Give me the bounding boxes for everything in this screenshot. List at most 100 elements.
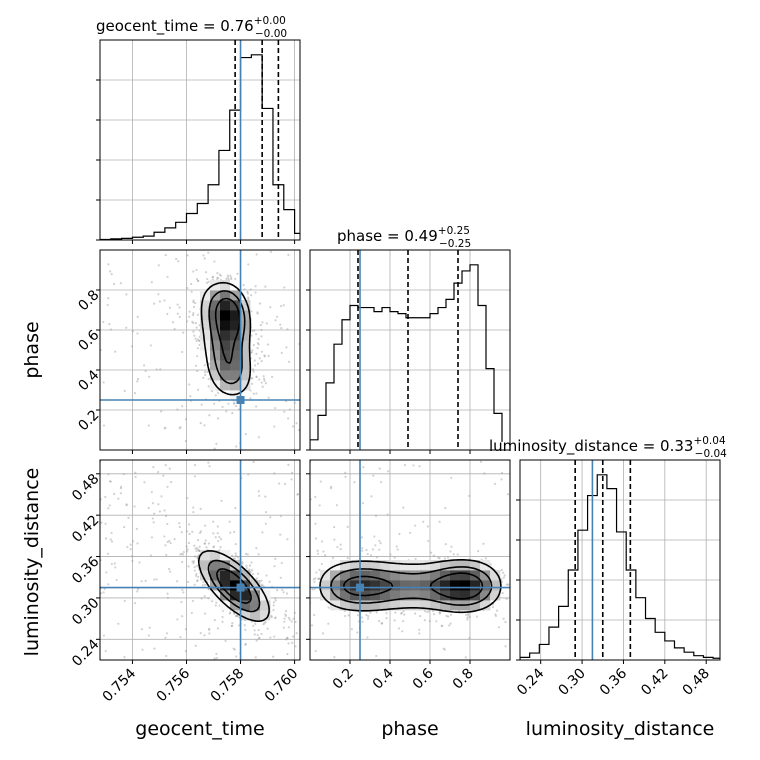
density-cell — [420, 560, 431, 571]
sample-point — [273, 635, 276, 638]
sample-point — [385, 617, 388, 620]
sample-point — [373, 535, 376, 538]
sample-point — [136, 590, 139, 593]
density-cell — [230, 280, 241, 291]
sample-point — [151, 517, 154, 520]
sample-point — [125, 503, 128, 506]
sample-point — [202, 254, 205, 257]
sample-point — [255, 405, 258, 408]
sample-point — [375, 654, 378, 658]
sample-point — [205, 546, 208, 549]
sample-point — [171, 321, 175, 324]
sample-point — [106, 303, 109, 307]
density-cell — [200, 330, 211, 341]
sample-point — [181, 350, 184, 354]
sample-point — [260, 632, 263, 636]
sample-point — [194, 574, 198, 577]
density-cell — [430, 590, 441, 601]
x-axis-label-luminosity-distance: luminosity_distance — [526, 718, 715, 740]
sample-point — [245, 564, 248, 567]
sample-point — [234, 404, 238, 408]
density-cell — [230, 560, 241, 571]
sample-point — [110, 562, 113, 566]
sample-point — [153, 302, 156, 305]
sample-point — [314, 537, 318, 540]
sample-point — [380, 480, 383, 484]
sample-point — [216, 417, 220, 420]
sample-point — [167, 567, 171, 571]
panel-frame — [99, 249, 301, 451]
sample-point — [293, 401, 296, 404]
density-cell — [240, 340, 251, 351]
sample-point — [234, 614, 238, 618]
sample-point — [468, 636, 471, 640]
sample-point — [250, 569, 254, 572]
sample-point — [136, 315, 139, 318]
sample-point — [259, 323, 263, 327]
sample-point — [246, 292, 249, 295]
density-cell — [460, 580, 471, 591]
sample-point — [315, 571, 318, 574]
sample-point — [280, 326, 283, 330]
density-cell — [390, 600, 401, 611]
density-cell — [350, 600, 361, 611]
sample-point — [187, 315, 191, 318]
sample-point — [196, 313, 200, 316]
sample-point — [347, 614, 350, 617]
x-tick-label: 0.6 — [410, 665, 437, 692]
sample-point — [150, 491, 153, 494]
sample-point — [254, 364, 257, 367]
sample-point — [317, 577, 320, 580]
sample-point — [207, 542, 211, 545]
sample-point — [131, 559, 134, 563]
sample-point — [144, 579, 147, 582]
sample-point — [180, 531, 183, 534]
sample-point — [258, 302, 262, 305]
sample-point — [287, 642, 290, 645]
density-cell — [210, 300, 221, 311]
sample-point — [192, 312, 195, 315]
sample-point — [109, 538, 112, 541]
panel-frame — [309, 459, 511, 661]
sample-point — [203, 424, 206, 427]
sample-point — [162, 474, 165, 477]
sample-point — [442, 647, 445, 650]
sample-point — [192, 270, 195, 273]
sample-point — [105, 571, 108, 574]
sample-point — [439, 611, 442, 614]
sample-point — [260, 328, 263, 331]
sample-point — [426, 610, 429, 614]
sample-point — [443, 648, 446, 651]
sample-point — [207, 461, 210, 464]
sample-point — [243, 624, 246, 627]
sample-point — [293, 611, 296, 614]
sample-point — [236, 556, 240, 559]
sample-point — [143, 481, 146, 484]
density-cell — [420, 590, 431, 601]
density-cell — [230, 590, 241, 601]
sample-point — [250, 351, 253, 354]
sample-point — [318, 568, 321, 571]
sample-point — [147, 424, 150, 427]
sample-point — [477, 550, 480, 553]
sample-point — [247, 473, 250, 476]
sample-point — [312, 578, 315, 581]
sample-point — [255, 253, 258, 256]
sample-point — [272, 601, 276, 604]
density-cell — [410, 570, 421, 581]
sample-point — [198, 545, 201, 548]
sample-point — [424, 610, 427, 613]
sample-point — [207, 251, 210, 254]
sample-point — [273, 565, 276, 568]
density-cell — [220, 570, 231, 581]
sample-point — [346, 525, 349, 528]
sample-point — [432, 554, 436, 557]
sample-point — [125, 504, 128, 507]
sample-point — [221, 620, 224, 624]
sample-point — [202, 581, 205, 584]
density-cell — [490, 570, 501, 581]
sample-point — [102, 424, 106, 427]
sample-point — [164, 464, 167, 467]
sample-point — [102, 591, 105, 594]
sample-point — [197, 338, 200, 341]
